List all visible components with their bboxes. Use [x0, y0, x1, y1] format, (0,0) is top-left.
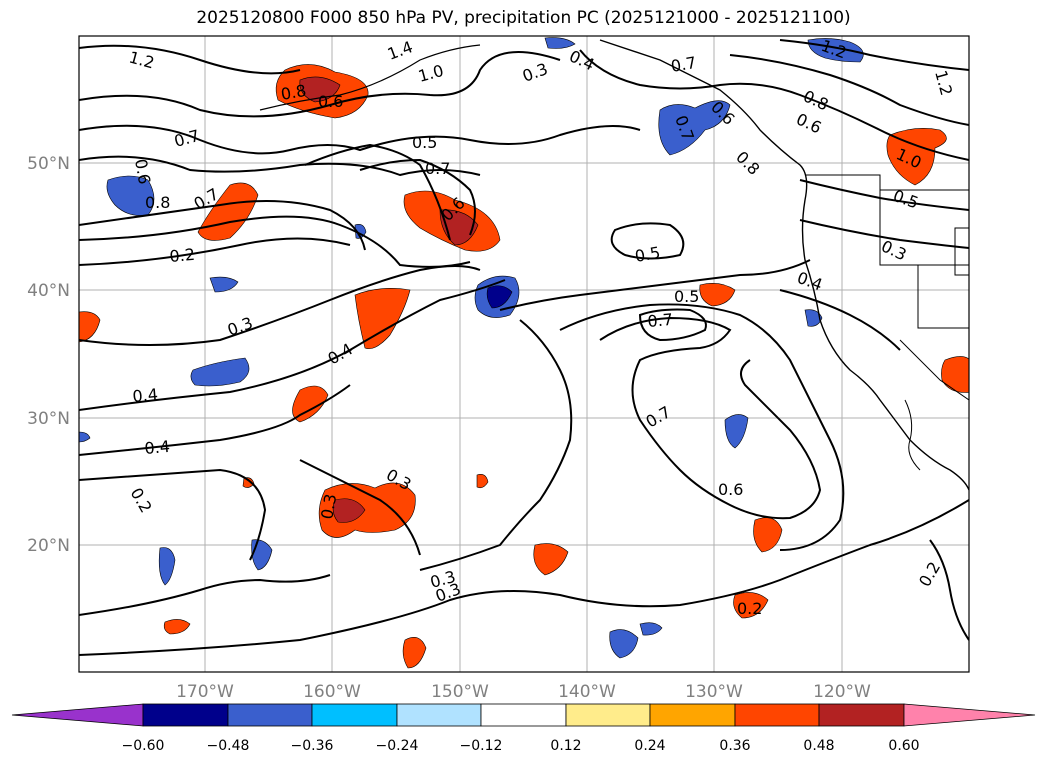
colorbar-tick-label: −0.12: [460, 738, 503, 754]
precip-blob: [292, 385, 329, 423]
colorbar-tick-label: 0.12: [550, 738, 581, 754]
precip-blob: [190, 357, 250, 387]
lon-tick-label: 130°W: [685, 682, 743, 702]
contour-label: 0.6: [318, 92, 343, 111]
precip-blob: [724, 414, 749, 449]
lat-tick-label: 40°N: [27, 281, 70, 301]
contour-label: 0.8: [145, 193, 170, 212]
colorbar-tick-label: 0.60: [888, 738, 919, 754]
colorbar-segment: [903, 703, 1036, 727]
precip-anomaly-layer: [79, 37, 969, 669]
contour-label: 0.3: [317, 492, 340, 520]
contour-label: 0.5: [674, 287, 699, 306]
colorbar-segment: [396, 703, 482, 727]
precip-blob: [544, 37, 576, 49]
precip-blob: [209, 276, 239, 293]
colorbar-tick-label: −0.36: [291, 738, 334, 754]
precip-blob: [354, 288, 411, 349]
colorbar: [11, 703, 1036, 727]
lon-tick-label: 120°W: [813, 682, 871, 702]
precip-blob: [804, 309, 823, 327]
lat-tick-label: 50°N: [27, 154, 70, 174]
lon-tick-label: 160°W: [303, 682, 361, 702]
contour-label: 0.5: [633, 243, 661, 266]
precip-blob: [476, 474, 489, 489]
precip-blob: [251, 539, 273, 571]
colorbar-tick-label: 0.48: [803, 738, 834, 754]
colorbar-segment: [142, 703, 229, 727]
longitude-axis: 170°W 160°W 150°W 140°W 130°W 120°W: [176, 682, 871, 702]
latitude-axis: 50°N 40°N 30°N 20°N: [27, 154, 70, 556]
lat-tick-label: 20°N: [27, 536, 70, 556]
lon-tick-label: 150°W: [431, 682, 489, 702]
precip-blob: [332, 498, 366, 523]
map-frame: [78, 35, 970, 673]
contour-label: 0.5: [412, 133, 437, 152]
colorbar-tick-label: 0.36: [719, 738, 750, 754]
colorbar-segment: [11, 703, 144, 727]
colorbar-tick-label: −0.60: [122, 738, 165, 754]
chart-title: 2025120800 F000 850 hPa PV, precipitatio…: [196, 8, 851, 28]
lon-tick-label: 170°W: [176, 682, 234, 702]
pv-contours: [79, 39, 969, 656]
contour-label: 0.2: [737, 599, 762, 618]
precip-blob: [533, 543, 569, 576]
precip-blob: [609, 629, 639, 659]
colorbar-segment: [480, 703, 567, 727]
precip-blob: [658, 100, 731, 156]
lat-tick-label: 30°N: [27, 409, 70, 429]
precip-blob: [733, 592, 769, 619]
colorbar-segment: [227, 703, 313, 727]
contour-label: 0.7: [669, 53, 697, 76]
contour-label: 0.4: [144, 437, 171, 458]
contour-label: 0.7: [647, 310, 674, 331]
precip-blob: [486, 285, 513, 309]
contour-label: 0.6: [131, 157, 154, 185]
coastline-layer: [259, 39, 969, 491]
colorbar-tick-label: −0.24: [376, 738, 419, 754]
gridlines: [79, 36, 969, 672]
colorbar-segment: [649, 703, 736, 727]
contour-label: 0.8: [279, 81, 307, 104]
precip-blob: [79, 431, 91, 443]
map-background: [79, 36, 969, 672]
colorbar-tick-label: 0.24: [634, 738, 665, 754]
contour-label: 0.7: [425, 159, 450, 178]
contour-label: 0.4: [132, 385, 159, 406]
colorbar-tick-label: −0.48: [207, 738, 250, 754]
precip-blob: [158, 547, 176, 586]
precip-blob: [163, 619, 191, 635]
contour-label: 0.2: [169, 245, 196, 266]
precip-blob: [402, 637, 427, 669]
colorbar-ticks: −0.60 −0.48 −0.36 −0.24 −0.12 0.12 0.24 …: [122, 738, 920, 754]
colorbar-segment: [818, 703, 905, 727]
contour-label: 0.6: [718, 480, 743, 499]
precip-blob: [886, 128, 947, 186]
precip-blob: [318, 482, 416, 538]
colorbar-segment: [311, 703, 398, 727]
precip-blob: [699, 283, 736, 307]
colorbar-segment: [734, 703, 820, 727]
colorbar-segment: [565, 703, 651, 727]
precip-blob: [639, 622, 663, 636]
lon-tick-label: 140°W: [558, 682, 616, 702]
precip-blob: [807, 38, 864, 63]
